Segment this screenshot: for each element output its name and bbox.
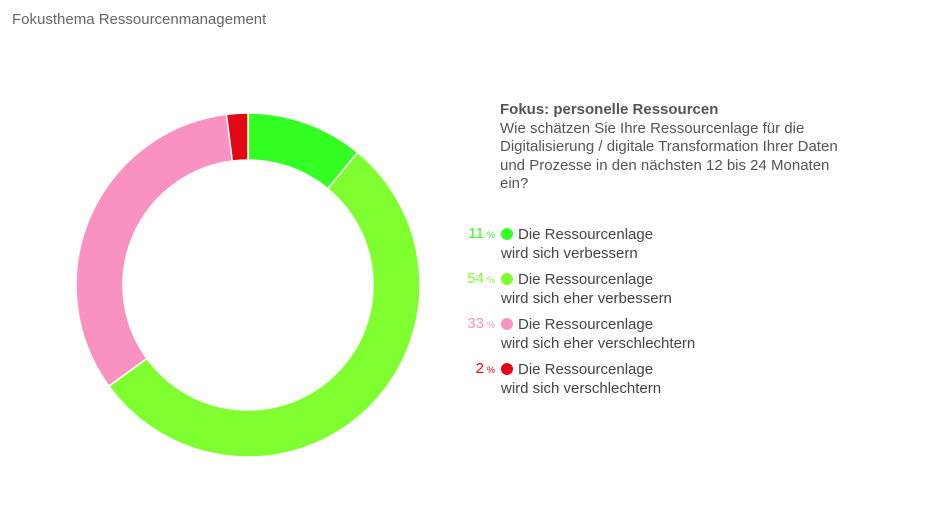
- percent-unit: %: [486, 275, 495, 285]
- legend-percent: 33%: [440, 315, 495, 332]
- legend-label: Die Ressourcenlage wird sich verschlechte…: [501, 361, 662, 397]
- legend-percent: 54%: [440, 270, 495, 287]
- donut-slice-1: [107, 151, 421, 458]
- percent-unit: %: [486, 320, 495, 330]
- legend-dot-icon: [501, 318, 513, 330]
- legend-label: Die Ressourcenlage wird sich eher verbess…: [501, 271, 672, 307]
- donut-slice-2: [75, 113, 234, 388]
- question-block: Fokus: personelle Ressourcen Wie schätze…: [500, 101, 840, 194]
- percent-value: 33: [467, 315, 484, 332]
- donut-chart: [75, 112, 421, 458]
- percent-value: 54: [467, 270, 484, 287]
- legend-label: Die Ressourcenlage wird sich eher verschl…: [501, 316, 696, 352]
- page-title: Fokusthema Ressourcenmanagement: [12, 11, 267, 28]
- percent-value: 11: [468, 225, 484, 242]
- legend-dot-icon: [501, 228, 513, 240]
- percent-unit: %: [486, 230, 495, 240]
- legend-percent: 2%: [440, 360, 495, 377]
- chart-subtitle: Wie schätzen Sie Ihre Ressourcenlage für…: [500, 119, 838, 193]
- legend-dot-icon: [501, 273, 513, 285]
- legend-dot-icon: [501, 363, 513, 375]
- legend-percent: 11%: [440, 225, 495, 242]
- chart-title: Fokus: personelle Ressourcen: [500, 101, 719, 118]
- percent-unit: %: [486, 365, 495, 375]
- percent-value: 2: [475, 360, 484, 377]
- legend-label: Die Ressourcenlage wird sich verbessern: [501, 226, 654, 262]
- donut-slice-3: [225, 112, 249, 162]
